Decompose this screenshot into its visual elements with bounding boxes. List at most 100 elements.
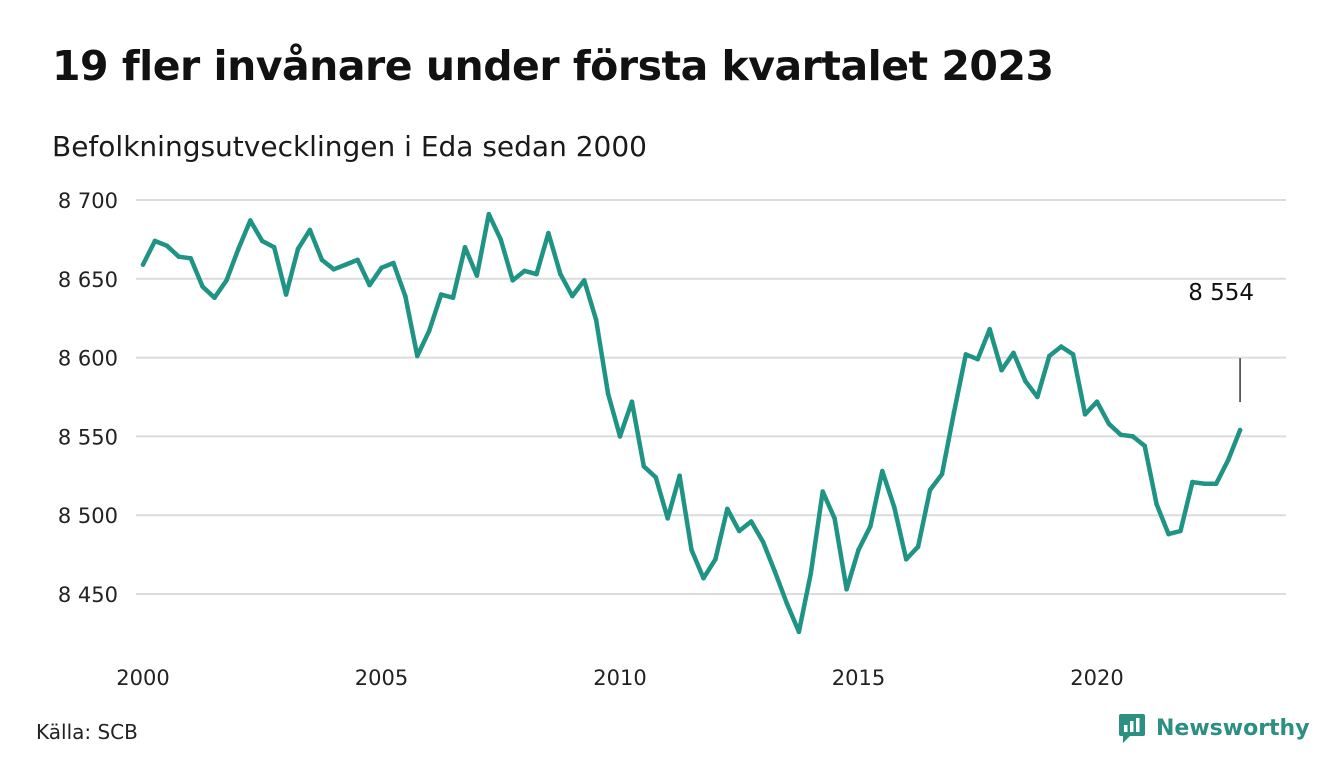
data-point	[617, 434, 623, 439]
data-point	[1058, 344, 1064, 349]
data-point	[176, 254, 182, 260]
data-point	[188, 256, 193, 261]
data-point	[1154, 501, 1159, 507]
data-point	[426, 328, 432, 334]
y-tick-label: 8 550	[58, 425, 118, 449]
data-point	[403, 293, 408, 299]
data-point	[534, 271, 539, 277]
x-tick-label: 2005	[355, 666, 408, 690]
data-point	[844, 586, 849, 592]
data-point	[140, 262, 146, 267]
data-point	[1166, 531, 1171, 537]
data-point	[1118, 432, 1124, 438]
data-point	[1202, 481, 1207, 486]
data-point	[629, 399, 635, 405]
y-tick-label: 8 700	[58, 189, 118, 213]
data-point	[248, 218, 253, 223]
data-point	[1213, 481, 1219, 486]
data-point	[1035, 394, 1040, 400]
data-point	[1023, 378, 1028, 384]
data-point	[1237, 427, 1243, 433]
data-point	[259, 238, 265, 244]
data-point	[975, 356, 981, 362]
data-point	[510, 278, 515, 283]
chart-title: 19 fler invånare under första kvartalet …	[52, 42, 1054, 90]
data-point	[915, 544, 921, 550]
data-point	[486, 211, 492, 217]
x-tick-label: 2015	[832, 666, 885, 690]
data-point	[522, 268, 527, 274]
data-point	[462, 244, 468, 250]
data-point	[701, 575, 706, 581]
data-point	[772, 569, 778, 575]
data-point	[891, 505, 897, 510]
data-point	[665, 516, 670, 521]
data-point	[283, 292, 289, 297]
annotation-group: 8 554	[1188, 280, 1254, 403]
gridlines	[136, 199, 1286, 595]
data-point	[307, 227, 313, 233]
data-point	[880, 468, 885, 474]
data-point	[1046, 353, 1052, 359]
data-point	[438, 292, 444, 297]
bar-chart-logo-icon	[1119, 714, 1145, 743]
x-tick-label: 2020	[1070, 666, 1123, 690]
data-point	[379, 265, 384, 271]
data-point	[677, 473, 682, 479]
series-group	[140, 211, 1243, 635]
newsworthy-logo: Newsworthy	[1118, 712, 1310, 744]
data-point	[808, 571, 814, 576]
data-point	[820, 489, 826, 494]
data-point	[271, 244, 277, 250]
data-point	[1142, 443, 1147, 449]
last-value-annotation: 8 554	[1188, 280, 1254, 306]
data-point	[212, 295, 217, 301]
data-point	[868, 523, 873, 529]
brand-name: Newsworthy	[1156, 715, 1310, 741]
data-point	[939, 471, 945, 477]
data-point	[725, 506, 730, 512]
data-point	[355, 257, 360, 263]
data-point	[951, 410, 957, 416]
data-point	[1082, 412, 1088, 417]
data-point	[736, 528, 742, 534]
data-point	[319, 257, 325, 263]
data-point	[391, 260, 396, 266]
data-point	[605, 391, 611, 397]
data-point	[1070, 352, 1076, 357]
data-point	[200, 284, 205, 289]
y-tick-label: 8 450	[58, 583, 118, 607]
data-point	[856, 547, 861, 553]
data-point	[748, 519, 754, 524]
data-point	[999, 367, 1004, 373]
data-point	[498, 237, 504, 242]
data-point	[581, 278, 587, 283]
data-point	[224, 278, 229, 283]
data-point	[236, 246, 241, 252]
data-point	[796, 629, 802, 635]
line-chart: 8 450 8 500 8 550 8 600 8 650 8 700 2000 2005 2…	[58, 189, 1286, 690]
data-point	[1190, 479, 1195, 485]
data-point	[164, 243, 170, 249]
data-point	[784, 601, 790, 606]
data-point	[653, 475, 659, 480]
data-point	[832, 516, 837, 521]
y-tick-label: 8 650	[58, 268, 118, 292]
data-point	[689, 547, 694, 553]
data-point	[1011, 350, 1016, 356]
data-point	[1106, 421, 1112, 427]
x-tick-label: 2000	[116, 666, 169, 690]
data-point	[546, 230, 551, 236]
y-tick-label: 8 500	[58, 504, 118, 528]
chart-subtitle: Befolkningsutvecklingen i Eda sedan 2000	[52, 130, 647, 163]
data-point	[367, 282, 372, 288]
series-line	[140, 211, 1243, 635]
data-point	[152, 238, 158, 244]
data-point	[1094, 399, 1100, 405]
y-axis-labels: 8 450 8 500 8 550 8 600 8 650 8 700	[58, 189, 118, 607]
y-tick-label: 8 600	[58, 347, 118, 371]
x-axis-labels: 2000 2005 2010 2015 2020	[116, 666, 1123, 690]
data-point	[987, 326, 992, 332]
data-point	[713, 557, 718, 562]
data-point	[927, 487, 933, 493]
